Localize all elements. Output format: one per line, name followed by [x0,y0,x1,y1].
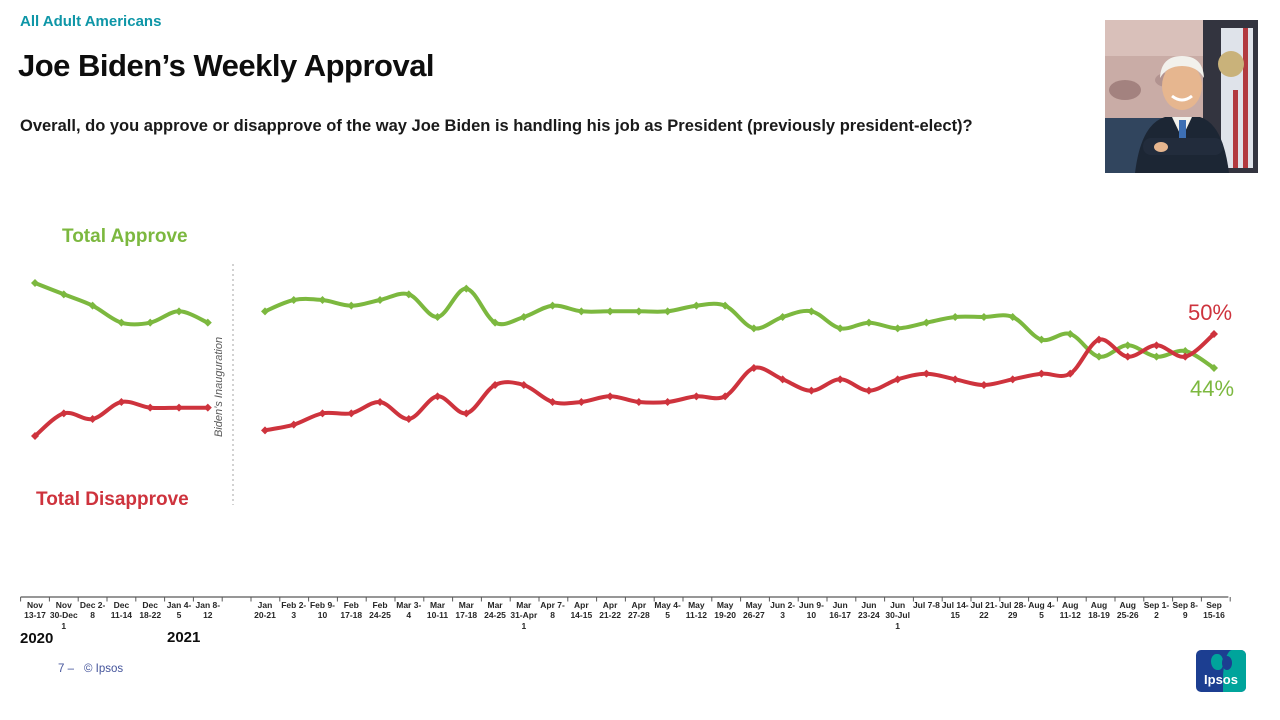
ipsos-logo-profile-icon [1222,656,1232,670]
x-axis-label: Feb 17-18 [340,600,363,621]
approve-series-label: Total Approve [62,226,188,247]
x-axis-label: Dec 11-14 [110,600,133,621]
x-axis-label: Jul 14-15 [941,600,969,621]
x-axis-label: Jun 16-17 [829,600,852,621]
ipsos-logo-profile-icon [1211,654,1223,670]
x-axis-label: Aug 4-5 [1028,600,1055,621]
copyright: © Ipsos [84,663,124,675]
approve-end-value: 44% [1190,376,1235,401]
x-axis-label: Sep 8-9 [1172,600,1198,621]
x-axis-label: Nov 13-17 [24,600,46,621]
survey-question: Overall, do you approve or disapprove of… [20,117,973,135]
ipsos-logo: Ipsos [1196,650,1246,692]
audience-label: All Adult Americans [20,13,162,30]
x-axis-label: Jul 28-29 [999,600,1027,621]
x-axis-label: Apr 14-15 [570,600,593,621]
x-axis-label: Feb 2-3 [281,600,307,621]
year-label-2020: 2020 [20,630,54,647]
x-axis-label: May 11-12 [685,600,707,621]
x-axis-label: Nov 30-Dec 1 [49,600,78,631]
x-axis-label: Jun 9-10 [798,600,824,621]
x-axis-label: May 26-27 [743,600,765,621]
x-axis-label: Aug 11-12 [1059,600,1081,621]
x-axis-label: Jan 20-21 [254,600,276,621]
x-axis-label: Mar 31-Apr 1 [510,600,538,631]
year-label-2021: 2021 [167,629,201,646]
x-axis-label: Feb 24-25 [369,600,391,621]
ipsos-logo-text: Ipsos [1204,672,1238,687]
x-axis-label: Jun 23-24 [858,600,880,621]
x-axis-label: Jan 8-12 [195,600,221,621]
x-axis-label: Mar 24-25 [484,600,506,621]
x-axis-label: Mar 17-18 [455,600,478,621]
x-axis-label: Dec 18-22 [139,600,162,621]
x-axis-label: Jun 30-Jul 1 [885,600,910,631]
x-axis-label: Dec 2-8 [79,600,106,621]
footer: 7 – © Ipsos [58,663,133,675]
x-axis-label: Sep 15-16 [1203,600,1225,621]
x-axis: Nov 13-17 Nov 30-Dec 1 Dec 2-8 Dec 11-14 Dec… [0,600,1280,640]
x-axis-label: Apr 21-22 [599,600,621,621]
biden-photo [1105,20,1258,173]
x-axis-label: Jan 4-5 [166,600,192,621]
x-axis-label: Jul 7-8 [912,600,940,610]
disapprove-series-label: Total Disapprove [36,489,189,510]
x-axis-label: Aug 18-19 [1088,600,1110,621]
x-axis-label: Mar 3-4 [396,600,422,621]
x-axis-label: Apr 27-28 [627,600,650,621]
x-axis-label: Sep 1-2 [1143,600,1170,621]
x-axis-label: May 19-20 [714,600,736,621]
page-title: Joe Biden’s Weekly Approval [18,48,435,83]
x-axis-label: May 4-5 [654,600,681,621]
x-axis-label: Jul 21-22 [970,600,998,621]
inauguration-annotation: Biden’s Inauguration [213,336,225,438]
disapprove-end-value: 50% [1188,300,1233,325]
x-axis-label: Jun 2-3 [770,600,796,621]
x-axis-label: Apr 7-8 [540,600,565,621]
x-axis-label: Mar 10-11 [426,600,449,621]
page-number: 7 – [58,663,74,675]
x-axis-label: Feb 9-10 [309,600,336,621]
biden-photo-graphic [1105,20,1258,173]
x-axis-label: Aug 25-26 [1116,600,1139,621]
